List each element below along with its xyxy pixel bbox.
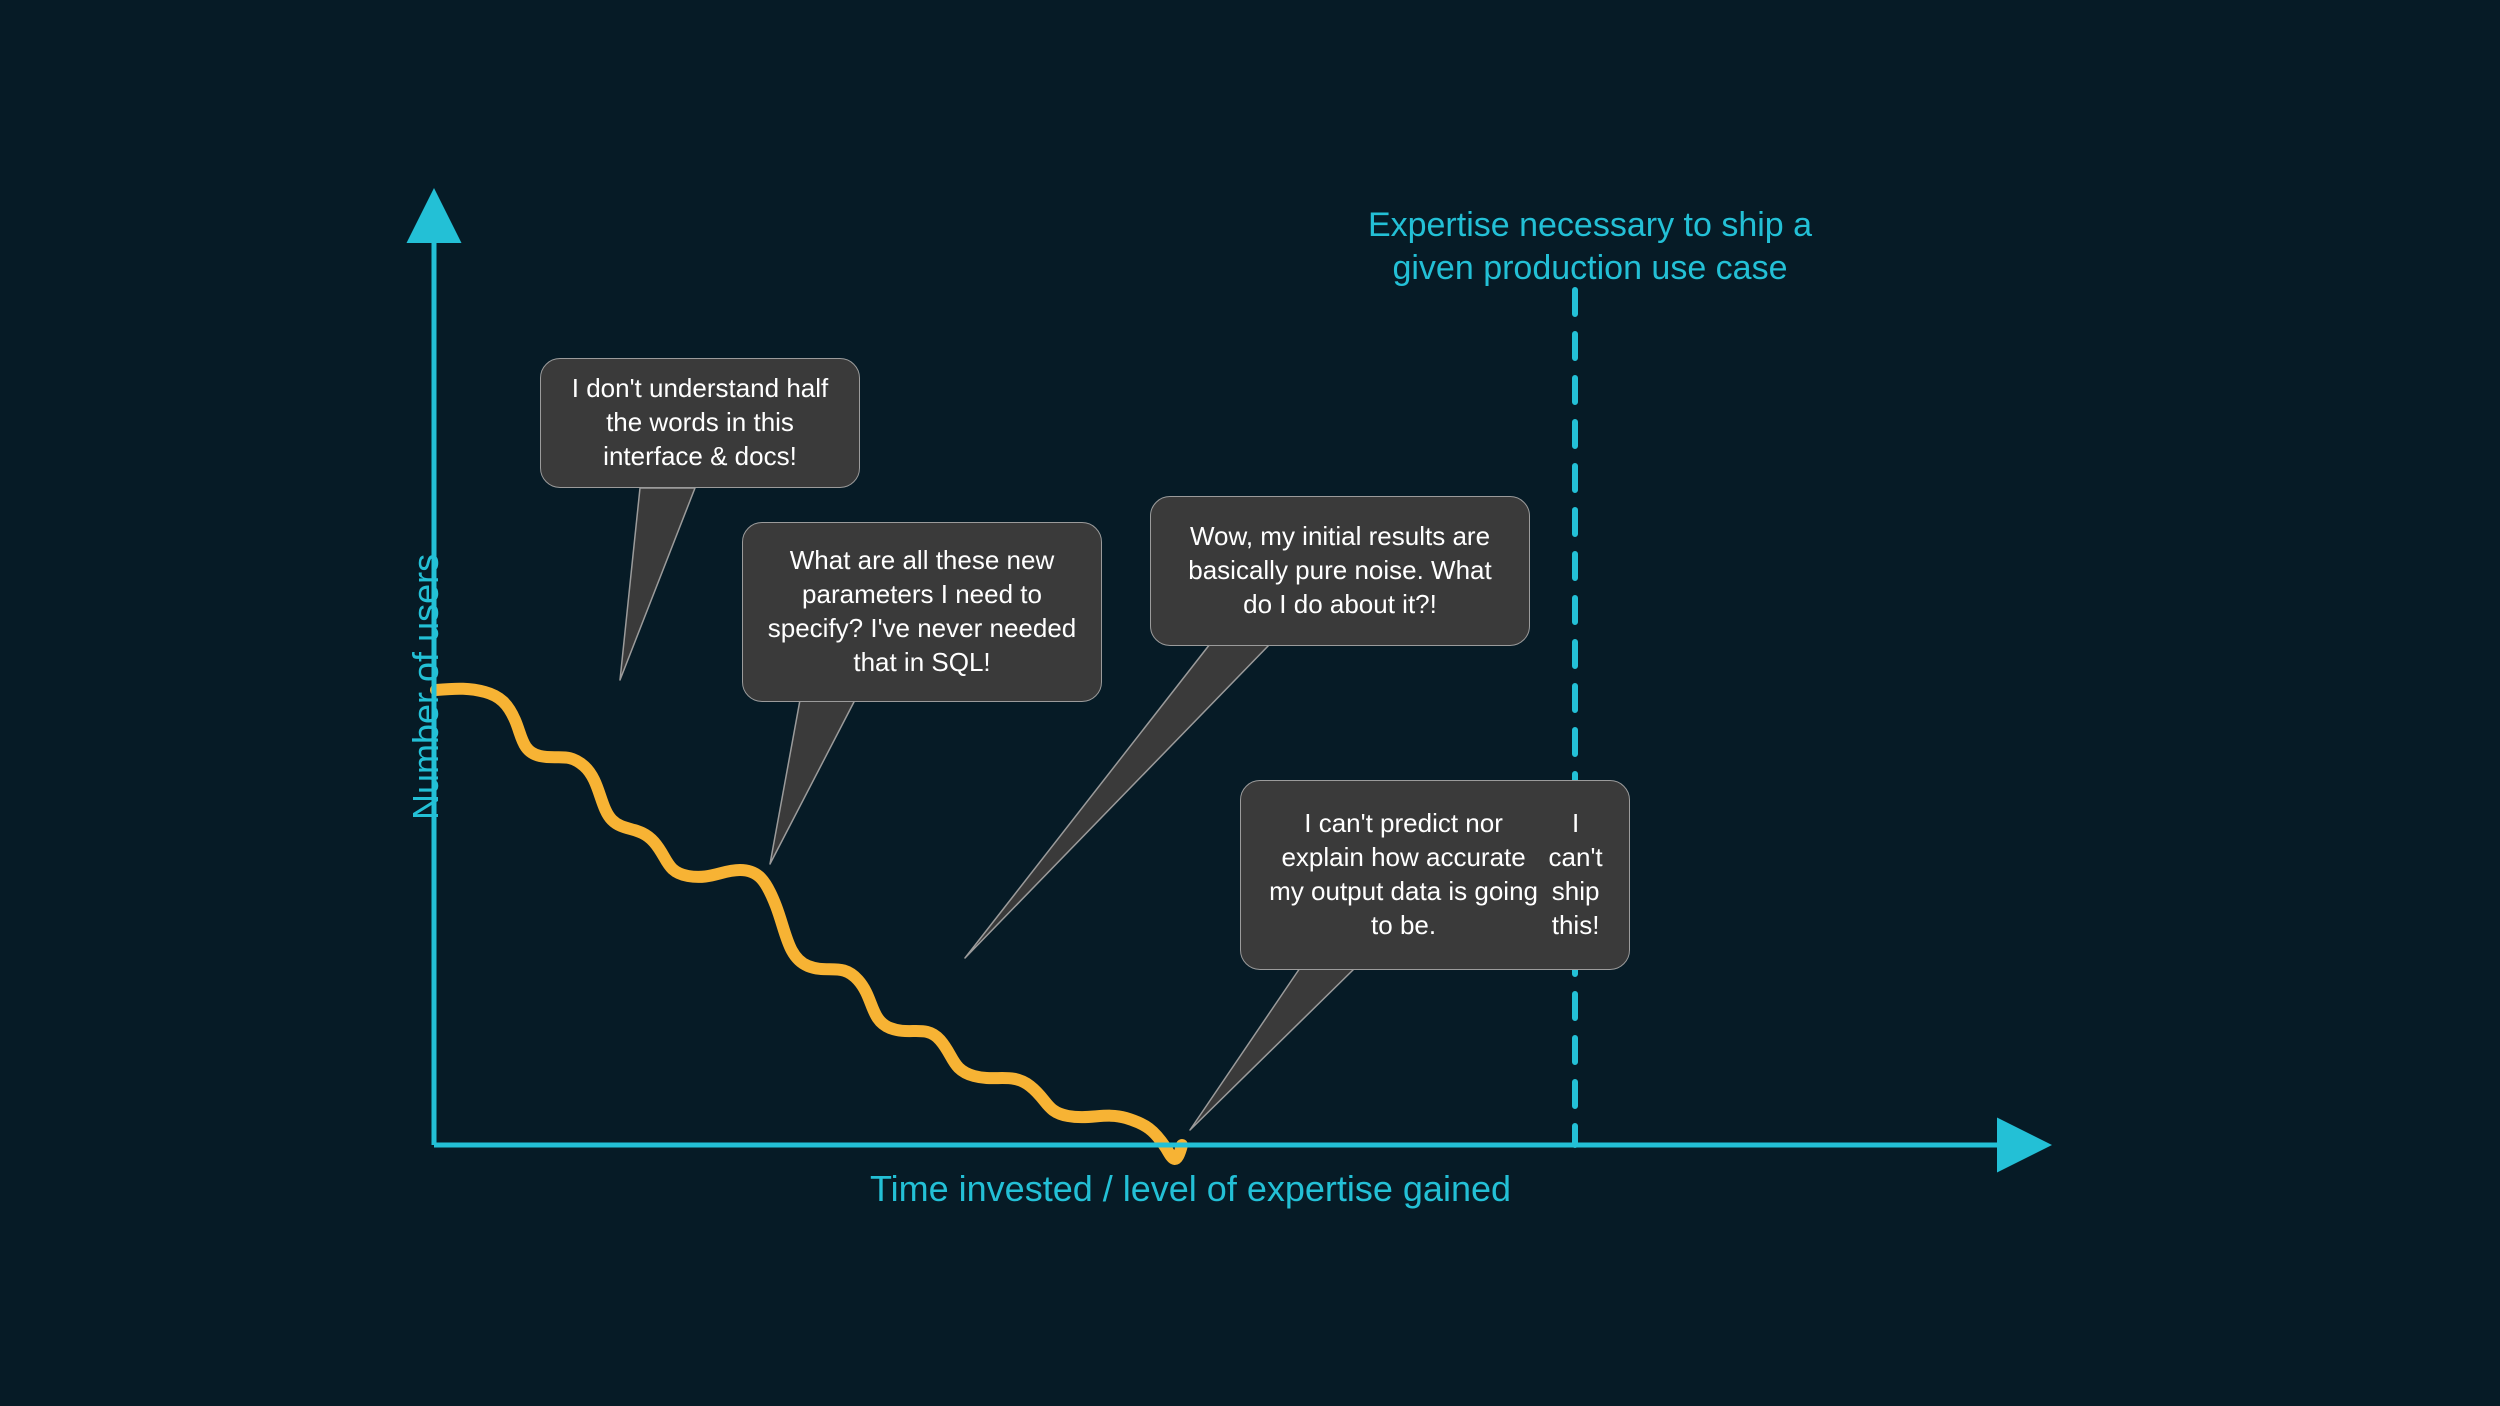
bubble-text: I can't ship this!: [1544, 807, 1607, 942]
y-axis-label: Number of users: [405, 554, 447, 820]
x-axis-label: Time invested / level of expertise gaine…: [870, 1168, 1511, 1210]
speech-bubble: I can't predict nor explain how accurate…: [1240, 780, 1630, 970]
threshold-label: Expertise necessary to ship a given prod…: [1320, 204, 1860, 289]
speech-bubble: Wow, my initial results are basically pu…: [1150, 496, 1530, 646]
speech-bubble: What are all these new parameters I need…: [742, 522, 1102, 702]
bubble-text: Wow, my initial results are basically pu…: [1173, 520, 1507, 621]
chart-stage: Number of users Time invested / level of…: [0, 0, 2500, 1406]
bubble-text: I don't understand half the words in thi…: [563, 372, 837, 473]
threshold-label-line2: given production use case: [1392, 249, 1787, 287]
speech-bubble: I don't understand half the words in thi…: [540, 358, 860, 488]
bubble-text: I can't predict nor explain how accurate…: [1263, 807, 1544, 942]
threshold-label-line1: Expertise necessary to ship a: [1368, 206, 1812, 244]
bubble-text: What are all these new parameters I need…: [765, 544, 1079, 679]
